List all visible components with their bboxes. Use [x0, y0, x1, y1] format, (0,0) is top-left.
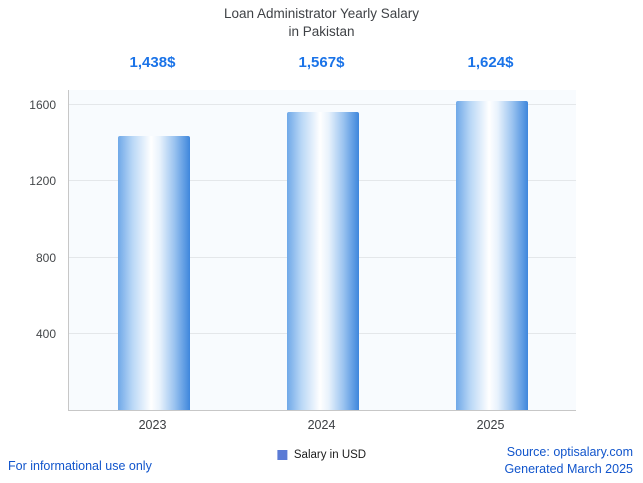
bars-layer	[69, 90, 576, 410]
bar-column	[238, 90, 407, 410]
bar-2024	[286, 111, 359, 410]
disclaimer-text: For informational use only	[8, 459, 152, 473]
x-axis-labels-row: 2023 2024 2025	[68, 418, 575, 434]
bar-2025	[455, 100, 528, 410]
generated-text: Generated March 2025	[504, 461, 633, 476]
x-axis-label: 2024	[307, 418, 336, 432]
footer-source-block: Source: optisalary.com Generated March 2…	[504, 444, 633, 478]
legend-swatch-icon	[276, 450, 287, 460]
y-axis-tick-label: 1600	[29, 98, 56, 113]
legend-label: Salary in USD	[293, 449, 367, 461]
y-axis-tick-label: 800	[35, 250, 56, 265]
chart-title-line1: Loan Administrator Yearly Salary	[223, 6, 420, 21]
x-axis-label: 2023	[138, 418, 167, 432]
source-text: Source: optisalary.com	[506, 445, 633, 459]
y-axis: 400 800 1200 1600	[0, 90, 62, 410]
chart-title-line2: in Pakistan	[288, 23, 355, 39]
bar-value-labels-row: 1,438$ 1,567$ 1,624$	[68, 54, 575, 76]
bar-column	[69, 90, 238, 410]
x-axis-label: 2025	[476, 418, 505, 432]
gridline	[69, 104, 576, 106]
bar-column	[407, 90, 576, 410]
plot-area	[68, 90, 576, 411]
legend: Salary in USD	[276, 449, 367, 461]
bar-value-label: 1,624$	[467, 54, 514, 71]
chart-title: Loan Administrator Yearly Salary in Paki…	[0, 5, 643, 41]
bar-value-label: 1,438$	[129, 54, 176, 71]
y-axis-tick-label: 1200	[29, 174, 56, 189]
y-axis-tick-label: 400	[35, 326, 56, 341]
bar-2023	[117, 136, 190, 410]
bar-value-label: 1,567$	[298, 54, 345, 71]
